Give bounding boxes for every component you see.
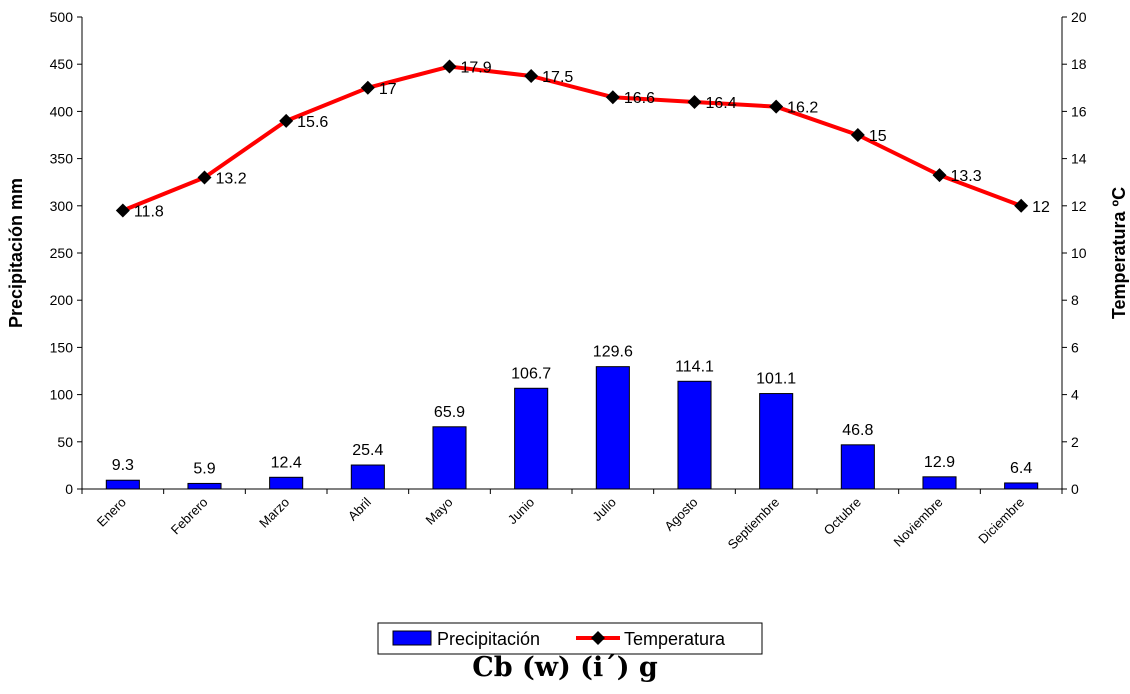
precipitation-bar xyxy=(432,426,467,490)
precipitation-data-label: 6.4 xyxy=(1010,460,1032,477)
climate-classification-caption: Cb (w) (i´) g xyxy=(472,652,658,683)
temperature-marker xyxy=(442,59,457,74)
precipitation-bar xyxy=(187,482,222,490)
precipitation-data-label: 9.3 xyxy=(112,457,134,474)
left-tick-label: 0 xyxy=(65,481,73,497)
category-label: Octubre xyxy=(821,495,864,538)
precipitation-bar xyxy=(1004,482,1039,490)
temperature-marker xyxy=(360,80,375,95)
precipitation-data-label: 114.1 xyxy=(675,358,714,375)
category-label: Mayo xyxy=(423,495,456,528)
precipitation-bar xyxy=(677,380,712,490)
temperature-marker xyxy=(524,69,539,83)
temperature-data-label: 17.5 xyxy=(542,69,573,86)
right-tick-label: 4 xyxy=(1071,387,1079,403)
left-tick-label: 250 xyxy=(50,245,74,261)
precipitation-data-label: 25.4 xyxy=(352,442,383,459)
temperature-marker xyxy=(279,113,294,128)
legend-swatch-precipitacion xyxy=(392,630,432,646)
left-axis-title: Precipitación mm xyxy=(6,178,26,328)
precipitation-bar xyxy=(269,476,304,490)
category-label: Diciembre xyxy=(975,495,1027,547)
right-tick-label: 0 xyxy=(1071,481,1079,497)
temperature-marker xyxy=(769,99,784,114)
right-tick-label: 18 xyxy=(1071,56,1087,72)
right-tick-label: 20 xyxy=(1071,9,1087,25)
temperature-line: 11.8 13.2 15.6 17 17.9 17.5 16.6 16.4 16.2 15 13.3… xyxy=(115,59,1050,221)
left-tick-label: 400 xyxy=(50,103,74,119)
left-tick-label: 100 xyxy=(50,387,74,403)
precipitation-bar xyxy=(105,479,140,490)
category-label: Junio xyxy=(505,495,538,528)
left-tick-label: 200 xyxy=(50,292,74,308)
left-tick-label: 150 xyxy=(50,339,74,355)
category-label: Marzo xyxy=(256,495,292,531)
temperature-data-label: 16.4 xyxy=(706,95,737,112)
right-tick-label: 2 xyxy=(1071,434,1079,450)
precipitation-bar xyxy=(759,393,794,490)
precipitation-data-label: 129.6 xyxy=(593,344,633,361)
precipitation-bar xyxy=(595,366,630,490)
precipitation-data-label: 5.9 xyxy=(193,460,215,477)
category-label: Agosto xyxy=(661,495,700,534)
left-tick-label: 500 xyxy=(50,9,74,25)
legend-label-precipitacion: Precipitación xyxy=(437,629,540,649)
left-tick-label: 350 xyxy=(50,151,74,167)
precipitation-data-label: 12.4 xyxy=(271,454,302,471)
temperature-marker xyxy=(1014,198,1029,213)
right-axis-title: Temperatura ºC xyxy=(1109,187,1129,319)
precipitation-bar xyxy=(514,387,549,490)
left-tick-label: 300 xyxy=(50,198,74,214)
temperature-data-label: 15.6 xyxy=(297,114,328,131)
precipitation-data-label: 12.9 xyxy=(924,454,955,471)
temperature-data-label: 16.6 xyxy=(624,90,655,107)
temperature-marker xyxy=(197,170,212,185)
precipitation-bars: 9.3 5.9 12.4 25.4 65.9 106.7 129.6 114.1 101.1 46… xyxy=(105,344,1039,490)
precipitation-data-label: 101.1 xyxy=(756,371,796,388)
temperature-data-label: 15 xyxy=(869,128,887,145)
temperature-data-label: 13.3 xyxy=(951,168,982,185)
legend-swatch-temperatura-marker xyxy=(591,631,605,645)
category-label: Julio xyxy=(589,495,619,525)
temperature-marker xyxy=(850,128,865,142)
temperature-marker xyxy=(115,203,130,218)
right-axis-ticks: 0 2 4 6 8 10 12 14 16 18 20 xyxy=(1062,9,1087,497)
left-axis-ticks: 0 50 100 150 200 250 300 350 400 450 500 xyxy=(50,9,82,497)
category-label: Noviembre xyxy=(891,495,946,550)
temperature-marker xyxy=(687,94,702,109)
right-tick-label: 12 xyxy=(1071,198,1087,214)
temperature-data-label: 12 xyxy=(1032,199,1050,216)
temperature-data-label: 17 xyxy=(379,81,397,98)
category-axis-ticks: Enero Febrero Marzo Abril Mayo Junio Julio Agos… xyxy=(81,489,1063,553)
temperature-data-label: 11.8 xyxy=(134,204,164,221)
category-label: Enero xyxy=(94,495,129,530)
precipitation-bar xyxy=(840,444,875,490)
temperature-data-label: 13.2 xyxy=(216,170,247,187)
category-label: Septiembre xyxy=(725,495,783,553)
temperature-marker xyxy=(605,90,620,105)
legend-box xyxy=(377,622,763,655)
legend-label-temperatura: Temperatura xyxy=(624,629,726,649)
legend: Precipitación Temperatura xyxy=(377,622,763,655)
temperature-data-label: 16.2 xyxy=(787,100,818,117)
category-label: Abril xyxy=(345,494,374,523)
right-tick-label: 8 xyxy=(1071,292,1079,308)
temperature-polyline xyxy=(122,64,1022,213)
precipitation-bar xyxy=(922,476,957,490)
left-tick-label: 50 xyxy=(57,434,73,450)
category-label: Febrero xyxy=(168,495,211,538)
precipitation-bar xyxy=(350,464,385,490)
temperature-data-label: 17.9 xyxy=(461,60,492,77)
precipitation-data-label: 65.9 xyxy=(434,404,465,421)
right-tick-label: 14 xyxy=(1071,151,1087,167)
precipitation-data-label: 46.8 xyxy=(842,422,873,439)
right-tick-label: 10 xyxy=(1071,245,1087,261)
left-tick-label: 450 xyxy=(50,56,74,72)
right-tick-label: 6 xyxy=(1071,339,1079,355)
precipitation-data-label: 106.7 xyxy=(511,365,551,382)
right-tick-label: 16 xyxy=(1071,103,1087,119)
temperature-marker xyxy=(932,168,947,183)
